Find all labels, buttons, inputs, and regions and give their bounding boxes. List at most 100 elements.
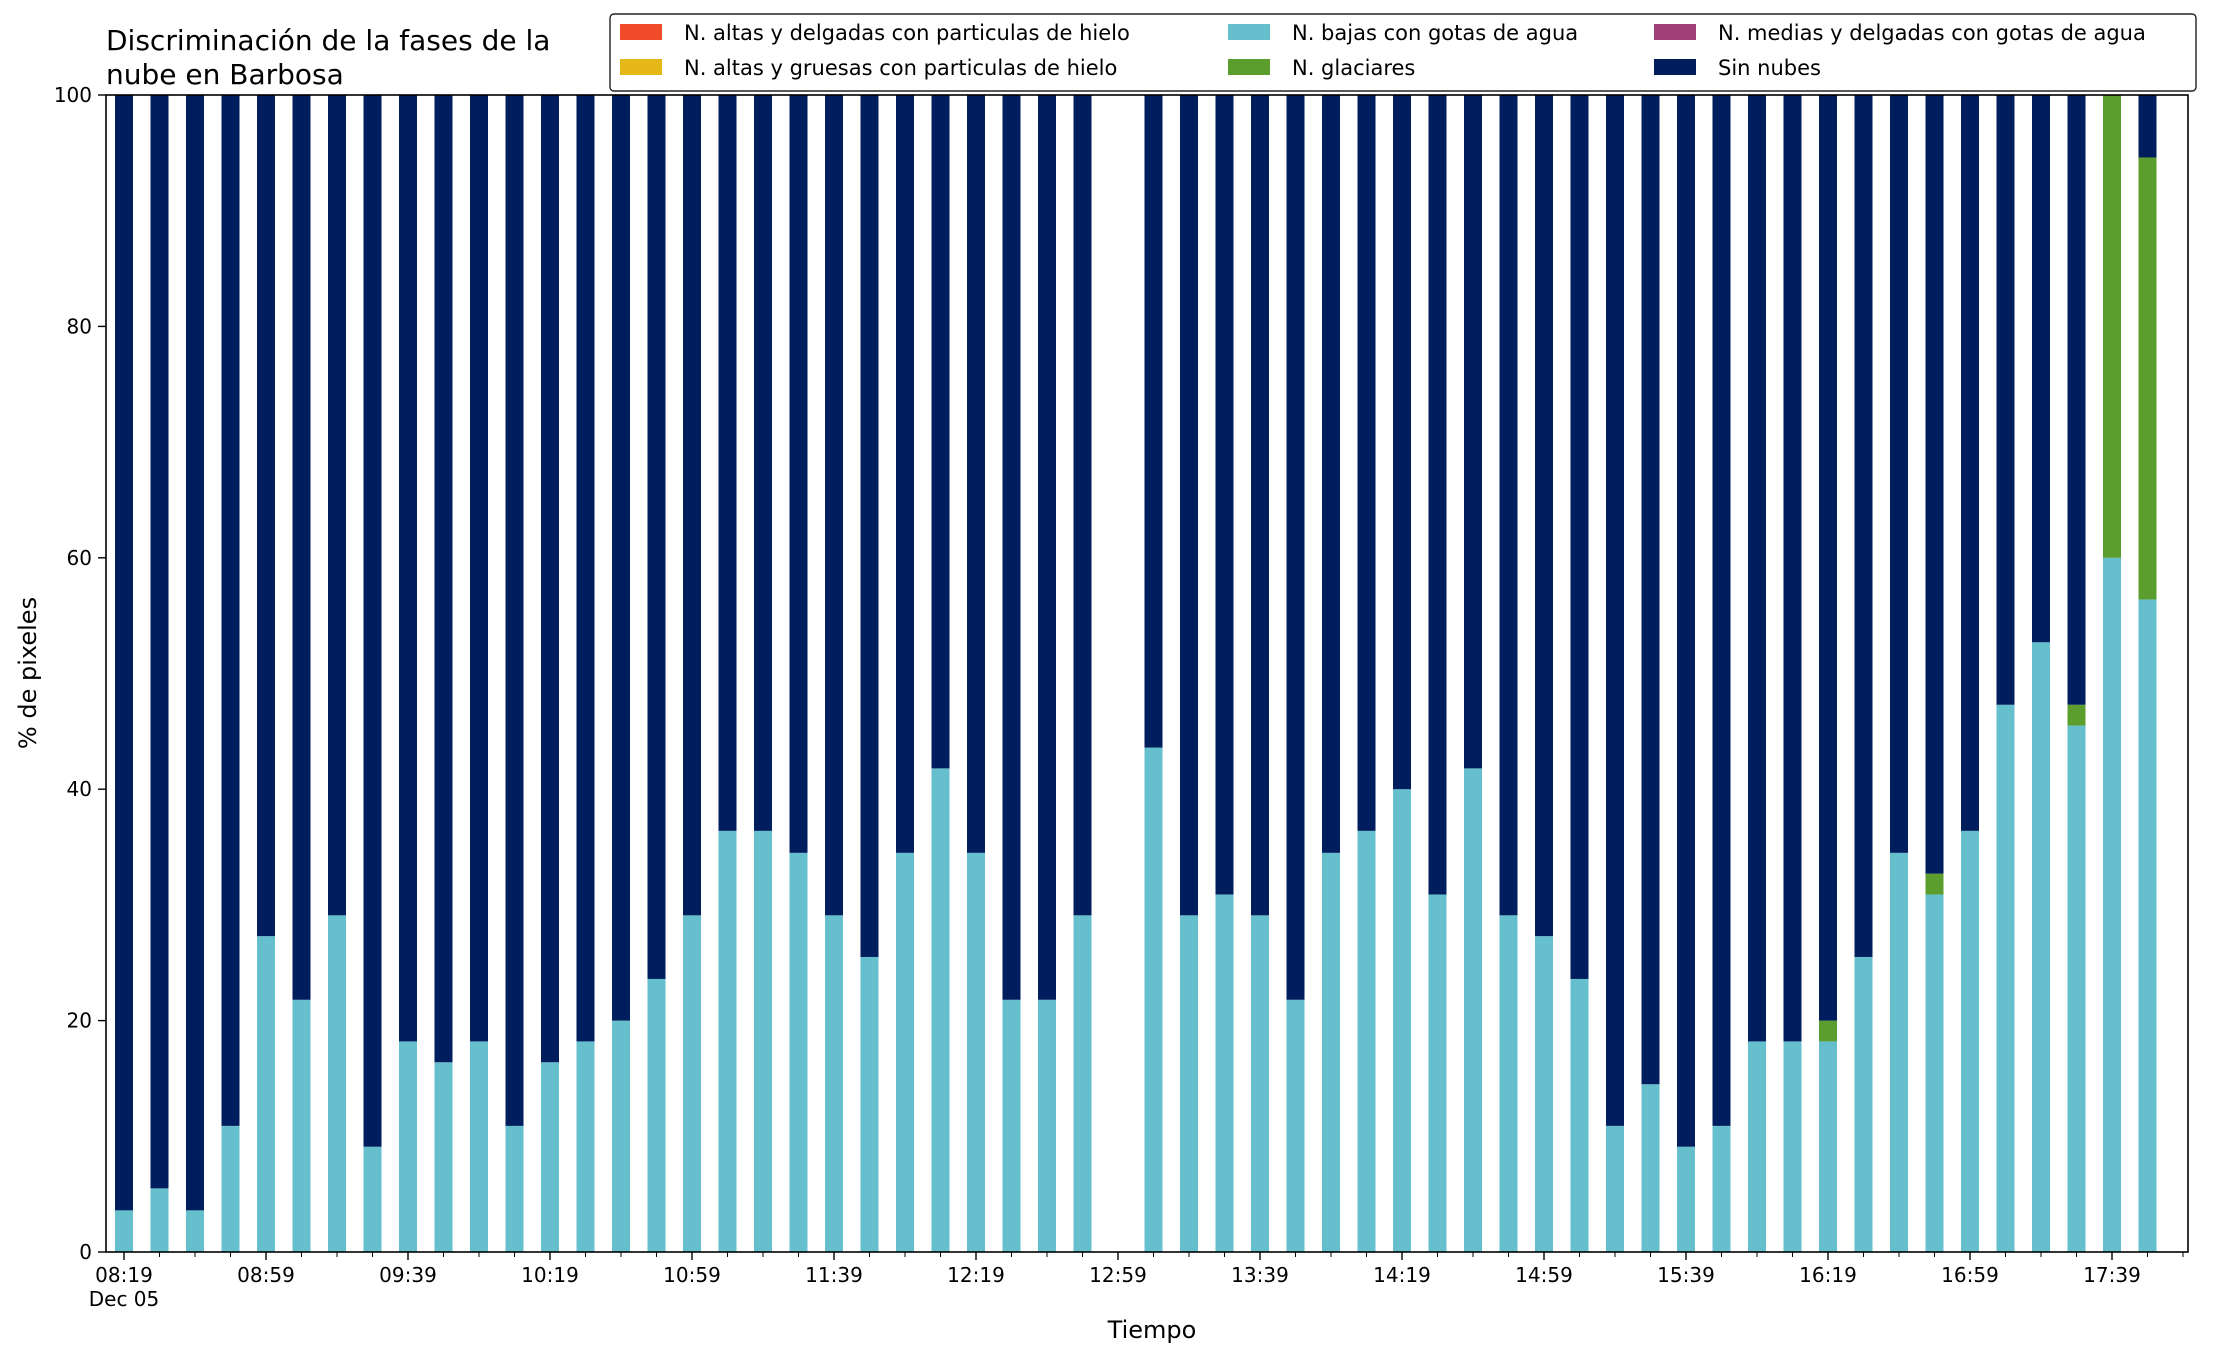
- bar-bajas: [825, 915, 843, 1252]
- bar-sin-nubes: [1393, 95, 1411, 790]
- bar-bajas: [399, 1041, 417, 1252]
- bar-sin-nubes: [470, 95, 488, 1042]
- bar-bajas: [789, 852, 808, 1252]
- chart-title: Discriminación de la fases de la nube en…: [106, 24, 550, 91]
- bar-bajas: [1712, 1125, 1731, 1252]
- bar-bajas: [221, 1125, 240, 1252]
- legend-swatch: [1228, 59, 1270, 75]
- bar-glaciares: [2067, 704, 2086, 726]
- bar-bajas: [1499, 915, 1518, 1252]
- bar-bajas: [115, 1210, 133, 1252]
- bar-bajas: [1535, 936, 1553, 1252]
- x-tick-label: 13:39: [1231, 1263, 1289, 1287]
- bar-bajas: [363, 1146, 382, 1252]
- bar-bajas: [1286, 999, 1305, 1252]
- bar-glaciares: [1819, 1020, 1837, 1042]
- x-date-label: Dec 05: [89, 1287, 160, 1311]
- chart-title-line-1: Discriminación de la fases de la: [106, 24, 550, 57]
- bar-sin-nubes: [1748, 95, 1766, 1042]
- bar-sin-nubes: [328, 95, 346, 916]
- x-axis: 08:19 08:59 09:39 10:19 10:59 11:39 12:19 12:59…: [89, 1252, 2184, 1311]
- bar-glaciares: [2103, 95, 2121, 558]
- bar-bajas: [541, 1062, 559, 1252]
- bar-bajas: [1641, 1084, 1660, 1252]
- bars-layer: [115, 95, 2157, 1252]
- bar-bajas: [328, 915, 346, 1252]
- bar-sin-nubes: [2138, 95, 2157, 158]
- bar-bajas: [1428, 894, 1447, 1252]
- legend-label: N. altas y gruesas con particulas de hie…: [684, 56, 1117, 80]
- bar-sin-nubes: [860, 95, 879, 957]
- legend-label: Sin nubes: [1718, 56, 1821, 80]
- bar-bajas: [1144, 747, 1163, 1252]
- bar-sin-nubes: [1783, 95, 1802, 1042]
- bar-sin-nubes: [1464, 95, 1482, 769]
- bar-bajas: [1819, 1041, 1837, 1252]
- bar-sin-nubes: [1499, 95, 1518, 916]
- x-tick-label: 10:19: [521, 1263, 579, 1287]
- bar-bajas: [1996, 704, 2015, 1252]
- bar-sin-nubes: [967, 95, 985, 853]
- x-tick-label: 12:59: [1089, 1263, 1147, 1287]
- legend-swatch: [620, 24, 662, 40]
- bar-sin-nubes: [1961, 95, 1979, 831]
- bar-bajas: [1393, 789, 1411, 1252]
- bar-sin-nubes: [1144, 95, 1163, 748]
- bar-sin-nubes: [825, 95, 843, 916]
- bar-bajas: [1180, 915, 1198, 1252]
- bar-bajas: [1606, 1125, 1624, 1252]
- bar-bajas: [647, 978, 666, 1252]
- bar-bajas: [754, 830, 772, 1252]
- bar-bajas: [257, 936, 275, 1252]
- bar-bajas: [1748, 1041, 1766, 1252]
- x-tick-label: 10:59: [663, 1263, 721, 1287]
- legend-swatch: [1654, 24, 1696, 40]
- y-tick-label: 100: [54, 83, 92, 107]
- bar-sin-nubes: [186, 95, 204, 1211]
- bar-sin-nubes: [1180, 95, 1198, 916]
- bar-sin-nubes: [150, 95, 169, 1189]
- bar-sin-nubes: [789, 95, 808, 853]
- bar-bajas: [576, 1041, 595, 1252]
- bar-bajas: [1961, 830, 1979, 1252]
- bar-bajas: [1322, 852, 1340, 1252]
- legend-swatch: [1654, 59, 1696, 75]
- bar-sin-nubes: [541, 95, 559, 1063]
- bar-bajas: [967, 852, 985, 1252]
- legend-swatch: [620, 59, 662, 75]
- bar-sin-nubes: [931, 95, 950, 769]
- legend-frame: [609, 13, 2197, 92]
- bar-bajas: [2103, 557, 2121, 1252]
- legend-label: N. altas y delgadas con particulas de hi…: [684, 21, 1130, 45]
- x-tick-label: 14:19: [1373, 1263, 1431, 1287]
- bar-bajas: [2032, 642, 2050, 1252]
- bar-bajas: [292, 999, 311, 1252]
- x-tick-label: 17:39: [2083, 1263, 2141, 1287]
- bar-bajas: [1002, 999, 1021, 1252]
- bar-sin-nubes: [1641, 95, 1660, 1085]
- bar-bajas: [1570, 978, 1589, 1252]
- bar-sin-nubes: [115, 95, 133, 1211]
- bar-bajas: [1925, 894, 1944, 1252]
- y-tick-label: 0: [79, 1240, 92, 1264]
- bar-sin-nubes: [363, 95, 382, 1147]
- y-tick-label: 40: [67, 777, 92, 801]
- bar-bajas: [186, 1210, 204, 1252]
- plot-frame: [105, 94, 2189, 1253]
- y-tick-label: 60: [67, 546, 92, 570]
- bar-sin-nubes: [505, 95, 524, 1126]
- legend-swatch: [1228, 24, 1270, 40]
- legend: N. altas y delgadas con particulas de hi…: [609, 13, 2197, 92]
- bar-bajas: [2067, 725, 2086, 1252]
- bar-bajas: [718, 830, 737, 1252]
- bar-bajas: [1783, 1041, 1802, 1252]
- bar-sin-nubes: [292, 95, 311, 1000]
- bar-bajas: [505, 1125, 524, 1252]
- y-axis-label: % de pixeles: [14, 597, 42, 749]
- bar-sin-nubes: [1002, 95, 1021, 1000]
- bar-glaciares: [2138, 157, 2157, 600]
- bar-sin-nubes: [612, 95, 630, 1021]
- bar-sin-nubes: [1890, 95, 1908, 853]
- bar-sin-nubes: [1322, 95, 1340, 853]
